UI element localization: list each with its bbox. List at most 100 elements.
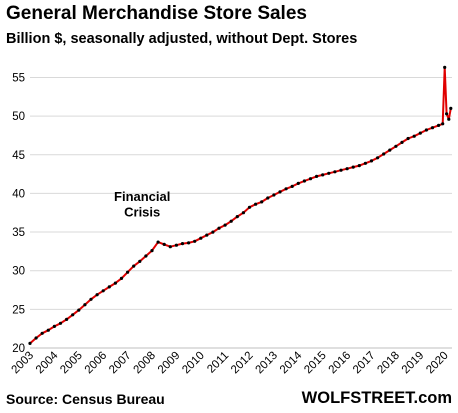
data-point [89,297,93,301]
data-point [58,321,63,325]
grid-layer [30,76,452,349]
data-point [223,223,227,227]
x-tick-label: 2016 [327,350,354,377]
data-point [174,243,178,247]
data-point [376,156,380,160]
data-point [40,331,44,335]
data-point [430,126,435,130]
x-tick-label: 2020 [424,350,451,377]
data-point [235,215,239,219]
data-point [406,136,410,141]
data-point [449,106,453,110]
x-tick-label: 2006 [83,350,110,377]
source-note: Source: Census Bureau [6,391,165,407]
x-tick-label: 2010 [180,350,207,377]
data-point [168,245,172,249]
data-point [162,242,166,246]
data-point [345,167,349,171]
data-point [327,171,331,175]
y-tick-label: 45 [12,150,25,162]
data-point [278,190,282,194]
data-point [77,308,81,312]
data-point [107,285,111,289]
data-point [445,112,449,116]
y-tick-label: 40 [12,188,25,200]
data-point [308,177,313,181]
x-tick-label: 2019 [400,350,427,377]
x-tick-label: 2013 [253,350,280,377]
data-point [119,276,124,280]
x-tick-label: 2011 [205,350,231,376]
data-point [113,281,117,285]
y-tick-label: 20 [12,343,25,355]
data-point [254,202,258,206]
y-tick-label: 35 [12,227,25,239]
data-point [126,270,130,274]
data-point [205,233,209,237]
x-tick-label: 2004 [34,349,61,376]
data-point [272,193,276,197]
data-point [156,240,160,244]
data-point [138,259,142,263]
x-tick-label: 2005 [58,350,85,377]
x-tick-label: 2018 [375,350,402,377]
data-point [363,161,367,165]
data-point [180,242,185,246]
data-point [46,328,50,332]
data-point [144,254,148,258]
data-point [412,134,416,138]
data-point [101,289,105,293]
data-point [443,65,447,69]
data-point [260,200,264,204]
x-tick-label: 2014 [278,349,305,376]
series-line [29,66,452,345]
data-point [369,159,374,163]
data-point [28,341,32,345]
chart-title: General Merchandise Store Sales [6,3,307,24]
x-tick-label: 2017 [351,350,378,377]
x-tick-label: 2012 [229,350,256,377]
data-point [296,181,300,185]
data-point [441,122,445,126]
data-point [132,264,136,268]
y-tick-label: 25 [12,304,25,316]
data-point [34,336,38,340]
data-point [217,226,221,230]
data-point [351,165,355,169]
x-tick-label: 2007 [107,350,134,377]
data-point [65,317,69,321]
annotation-label: Crisis [124,205,160,220]
data-point [321,173,325,177]
data-point [247,205,252,209]
data-point [187,241,191,245]
series-layer [28,65,453,345]
data-point [71,313,75,317]
data-point [339,168,343,172]
data-point [52,324,57,328]
chart-subtitle: Billion $, seasonally adjusted, without … [6,31,358,47]
x-tick-label: 2009 [156,350,183,377]
y-tick-label: 50 [12,111,25,123]
data-point [400,140,404,144]
data-point [193,239,197,243]
data-point [302,179,306,183]
y-tick-label: 30 [12,266,25,278]
data-point [447,117,451,121]
data-point [315,174,319,178]
y-tick-label: 55 [12,72,25,84]
brand-mark: WOLFSTREET.com [301,389,452,407]
data-point [333,170,337,174]
data-point [150,249,154,253]
data-point [382,152,386,156]
annotation-label: Financial [114,189,170,204]
data-point [394,144,398,148]
data-point [266,196,270,200]
x-tick-label: 2015 [302,350,329,377]
data-point [211,230,215,234]
axis-layer: 2025303540455055200320042005200620072008… [10,72,452,376]
data-point [199,236,203,240]
data-point [95,293,99,297]
data-point [290,184,294,188]
